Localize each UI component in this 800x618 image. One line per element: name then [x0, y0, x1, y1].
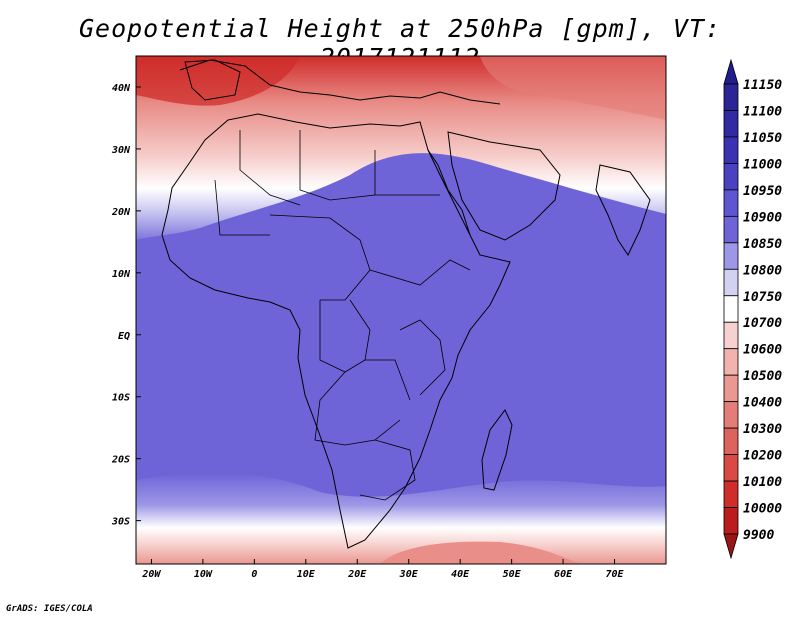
- field-south-trough: [136, 472, 666, 564]
- europe-coast: [179, 59, 501, 105]
- colorbar-label: 11050: [743, 131, 782, 146]
- colorbar-label: 10950: [743, 184, 782, 199]
- colorbar-label: 10400: [743, 396, 782, 411]
- colorbar-label: 10900: [743, 210, 782, 225]
- colorbar-swatch: [723, 321, 739, 350]
- colorbar-bottom-arrow: [723, 533, 739, 560]
- colorbar-swatch: [723, 242, 739, 270]
- lon-tick-label: 30E: [399, 569, 419, 580]
- colorbar-label: 11000: [743, 157, 782, 172]
- colorbar-swatch: [723, 401, 739, 429]
- lon-tick-label: 60E: [554, 569, 573, 580]
- lon-tick-label: 20E: [347, 569, 367, 580]
- colorbar-top-arrow: [723, 58, 739, 85]
- country-borders: [214, 130, 471, 501]
- lat-tick-label: 10N: [112, 269, 131, 280]
- colorbar-swatch: [723, 189, 739, 217]
- colorbar-label: 11100: [743, 104, 782, 119]
- colorbar-swatch: [723, 136, 739, 164]
- colorbar-swatch: [723, 215, 739, 244]
- colorbar-label: 10750: [743, 290, 782, 305]
- colorbar-swatch: [723, 268, 739, 297]
- colorbar-swatch: [723, 295, 739, 323]
- colorbar-swatch: [723, 163, 739, 191]
- colorbar-swatch: [723, 110, 739, 138]
- colorbar-swatch: [723, 454, 739, 482]
- colorbar-label: 10300: [743, 422, 782, 437]
- india: [595, 164, 651, 257]
- lon-tick-label: 50E: [503, 569, 522, 580]
- madagascar: [481, 409, 513, 491]
- lon-tick-label: 10W: [194, 569, 213, 580]
- colorbar-label: 10600: [743, 343, 782, 358]
- lat-tick-label: 20N: [111, 207, 131, 218]
- colorbar-label: 10100: [743, 475, 782, 490]
- colorbar-swatch: [723, 480, 739, 508]
- colorbar-label: 9900: [743, 528, 774, 543]
- field-south-high: [380, 541, 580, 564]
- lon-tick-label: 40E: [451, 569, 470, 580]
- iberia: [184, 59, 241, 101]
- lon-tick-label: 0: [251, 569, 257, 580]
- colorbar-label: 10700: [743, 316, 782, 331]
- lat-tick-label: 40N: [112, 83, 131, 94]
- arabia: [447, 131, 561, 241]
- colorbar-label: 10800: [743, 263, 782, 278]
- colorbar-label: 10850: [743, 237, 782, 252]
- colorbar-label: 10500: [743, 369, 782, 384]
- grads-credit: GrADS: IGES/COLA: [6, 604, 93, 614]
- lat-axis: 40N 30N 20N 10N EQ 10S 20S 30S: [111, 83, 141, 528]
- height-field: [136, 56, 666, 564]
- coastlines: [161, 59, 651, 549]
- red-sea: [427, 149, 471, 236]
- field-iberia-high: [136, 56, 300, 106]
- lon-tick-label: 20W: [141, 569, 161, 580]
- colorbar-label: 10200: [743, 449, 782, 464]
- lat-tick-label: 30S: [111, 517, 130, 528]
- colorbar-swatch: [723, 348, 739, 376]
- lon-axis: 20W 10W 0 10E 20E 30E 40E 50E 60E 70E: [141, 559, 625, 580]
- lat-tick-label: 10S: [112, 393, 130, 404]
- colorbar-swatch: [723, 374, 739, 403]
- lat-tick-label: 20S: [111, 455, 130, 466]
- map-frame: [135, 55, 667, 565]
- colorbar-swatch: [723, 507, 739, 535]
- lat-tick-label: 30N: [111, 145, 131, 156]
- colorbar-label: 10000: [743, 502, 782, 517]
- colorbar-swatch: [723, 427, 739, 455]
- colorbar-swatch: [723, 83, 739, 111]
- lon-tick-label: 70E: [606, 569, 625, 580]
- lon-tick-label: 10E: [297, 569, 316, 580]
- lat-tick-label: EQ: [118, 331, 130, 342]
- field-asia-high: [480, 56, 666, 120]
- colorbar: 11150 11100 11050 11000 10950 10900 10850 10800…: [723, 58, 782, 560]
- colorbar-label: 11150: [743, 78, 782, 93]
